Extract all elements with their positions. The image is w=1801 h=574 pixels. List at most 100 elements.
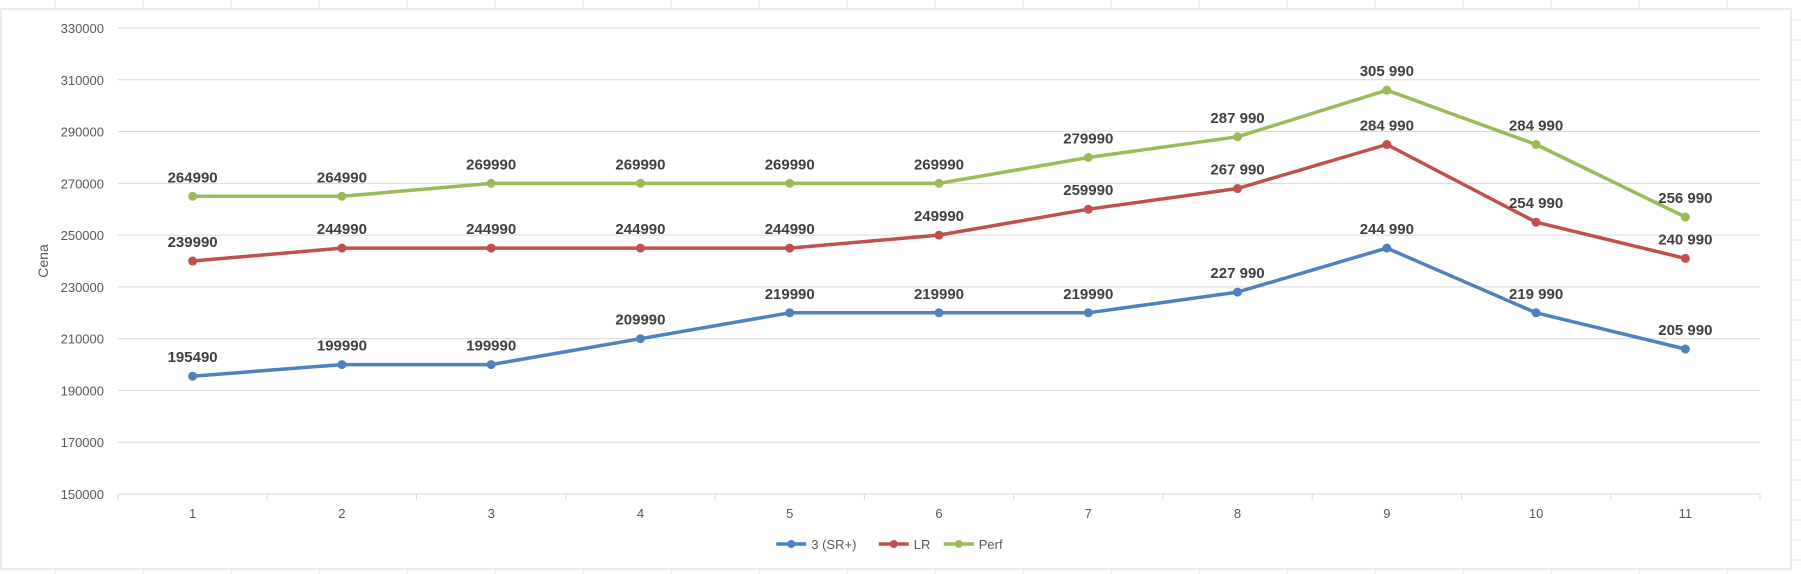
x-tick-label: 6 bbox=[935, 506, 942, 521]
data-point[interactable] bbox=[1531, 140, 1541, 150]
x-tick-label: 5 bbox=[786, 506, 793, 521]
data-point[interactable] bbox=[934, 308, 944, 318]
data-label: 305 990 bbox=[1360, 63, 1414, 80]
data-label: 244990 bbox=[317, 221, 367, 238]
data-label: 264990 bbox=[168, 169, 218, 186]
y-axis-ticks: 150000 170000 190000 210000 230000 250000 2700… bbox=[61, 21, 104, 502]
data-label: 205 990 bbox=[1658, 322, 1712, 339]
legend-swatch-marker bbox=[954, 540, 963, 548]
legend[interactable]: 3 (SR+) LR Perf bbox=[776, 537, 1003, 552]
data-label: 195490 bbox=[168, 349, 218, 366]
legend-swatch-marker bbox=[889, 540, 898, 548]
data-point[interactable] bbox=[1233, 132, 1243, 142]
data-point[interactable] bbox=[785, 308, 795, 318]
legend-entry[interactable]: 3 (SR+) bbox=[811, 537, 856, 552]
data-point[interactable] bbox=[486, 178, 496, 188]
data-point[interactable] bbox=[635, 178, 645, 188]
data-point[interactable] bbox=[188, 191, 198, 201]
legend-entry[interactable]: Perf bbox=[979, 537, 1003, 552]
y-tick-label: 330000 bbox=[61, 21, 104, 36]
x-tick-label: 10 bbox=[1529, 506, 1543, 521]
data-labels: 195490 199990 199990 209990 219990 219990 2199… bbox=[168, 63, 1713, 366]
data-point[interactable] bbox=[337, 243, 347, 253]
data-point[interactable] bbox=[1233, 287, 1243, 297]
data-label: 284 990 bbox=[1360, 118, 1414, 135]
data-point[interactable] bbox=[486, 243, 496, 253]
data-label: 279990 bbox=[1063, 130, 1113, 147]
data-label: 269990 bbox=[914, 156, 964, 173]
data-point[interactable] bbox=[1083, 204, 1093, 214]
data-point[interactable] bbox=[635, 243, 645, 253]
x-tick-label: 7 bbox=[1085, 506, 1092, 521]
data-point[interactable] bbox=[1233, 184, 1243, 194]
y-tick-label: 190000 bbox=[61, 383, 104, 398]
data-label: 219990 bbox=[1063, 286, 1113, 303]
data-label: 264990 bbox=[317, 169, 367, 186]
data-point[interactable] bbox=[934, 178, 944, 188]
series-layer bbox=[188, 85, 1690, 381]
chart-area[interactable] bbox=[0, 8, 1792, 570]
data-label: 240 990 bbox=[1658, 231, 1712, 248]
data-point[interactable] bbox=[635, 334, 645, 344]
data-label: 244990 bbox=[615, 221, 665, 238]
data-label: 239990 bbox=[168, 234, 218, 251]
x-tick-label: 11 bbox=[1679, 506, 1693, 521]
x-tick-label: 4 bbox=[637, 506, 644, 521]
legend-swatch-marker bbox=[787, 540, 796, 548]
data-label: 219990 bbox=[914, 286, 964, 303]
y-tick-label: 170000 bbox=[61, 435, 104, 450]
data-point[interactable] bbox=[1382, 243, 1392, 253]
y-axis-label: Cena bbox=[35, 244, 51, 278]
x-tick-label: 8 bbox=[1234, 506, 1241, 521]
data-label: 244 990 bbox=[1360, 221, 1414, 238]
data-label: 227 990 bbox=[1210, 265, 1264, 282]
data-label: 244990 bbox=[466, 221, 516, 238]
data-point[interactable] bbox=[1083, 308, 1093, 318]
data-label: 284 990 bbox=[1509, 118, 1563, 135]
y-tick-label: 210000 bbox=[61, 332, 104, 347]
data-point[interactable] bbox=[934, 230, 944, 240]
data-point[interactable] bbox=[486, 360, 496, 370]
y-tick-label: 150000 bbox=[61, 487, 104, 502]
gridlines bbox=[118, 27, 1760, 495]
data-label: 267 990 bbox=[1210, 162, 1264, 179]
data-point[interactable] bbox=[785, 243, 795, 253]
data-label: 249990 bbox=[914, 208, 964, 225]
data-point[interactable] bbox=[1680, 344, 1690, 354]
data-label: 287 990 bbox=[1210, 110, 1264, 127]
data-point[interactable] bbox=[1382, 140, 1392, 150]
y-tick-label: 250000 bbox=[61, 228, 104, 243]
x-axis-ticks: 1 2 3 4 5 6 7 8 9 10 11 bbox=[117, 493, 1761, 521]
data-point[interactable] bbox=[1083, 152, 1093, 162]
legend-entry[interactable]: LR bbox=[914, 537, 931, 552]
data-label: 269990 bbox=[765, 156, 815, 173]
y-tick-label: 290000 bbox=[61, 125, 104, 140]
data-point[interactable] bbox=[1382, 85, 1392, 95]
data-label: 199990 bbox=[466, 338, 516, 355]
data-point[interactable] bbox=[1680, 212, 1690, 222]
data-point[interactable] bbox=[337, 360, 347, 370]
data-point[interactable] bbox=[1531, 308, 1541, 318]
data-label: 256 990 bbox=[1658, 190, 1712, 207]
data-point[interactable] bbox=[1680, 253, 1690, 263]
x-tick-label: 2 bbox=[338, 506, 345, 521]
data-label: 219 990 bbox=[1509, 286, 1563, 303]
data-label: 269990 bbox=[466, 156, 516, 173]
data-label: 209990 bbox=[615, 312, 665, 329]
data-label: 219990 bbox=[765, 286, 815, 303]
data-point[interactable] bbox=[188, 256, 198, 266]
data-point[interactable] bbox=[1531, 217, 1541, 227]
x-tick-label: 1 bbox=[189, 506, 196, 521]
y-tick-label: 310000 bbox=[61, 73, 104, 88]
data-label: 254 990 bbox=[1509, 195, 1563, 212]
data-point[interactable] bbox=[337, 191, 347, 201]
y-tick-label: 270000 bbox=[61, 176, 104, 191]
x-tick-label: 9 bbox=[1383, 506, 1390, 521]
data-point[interactable] bbox=[785, 178, 795, 188]
data-label: 259990 bbox=[1063, 182, 1113, 199]
y-tick-label: 230000 bbox=[61, 280, 104, 295]
data-label: 269990 bbox=[615, 156, 665, 173]
data-label: 199990 bbox=[317, 338, 367, 355]
data-point[interactable] bbox=[188, 371, 198, 381]
